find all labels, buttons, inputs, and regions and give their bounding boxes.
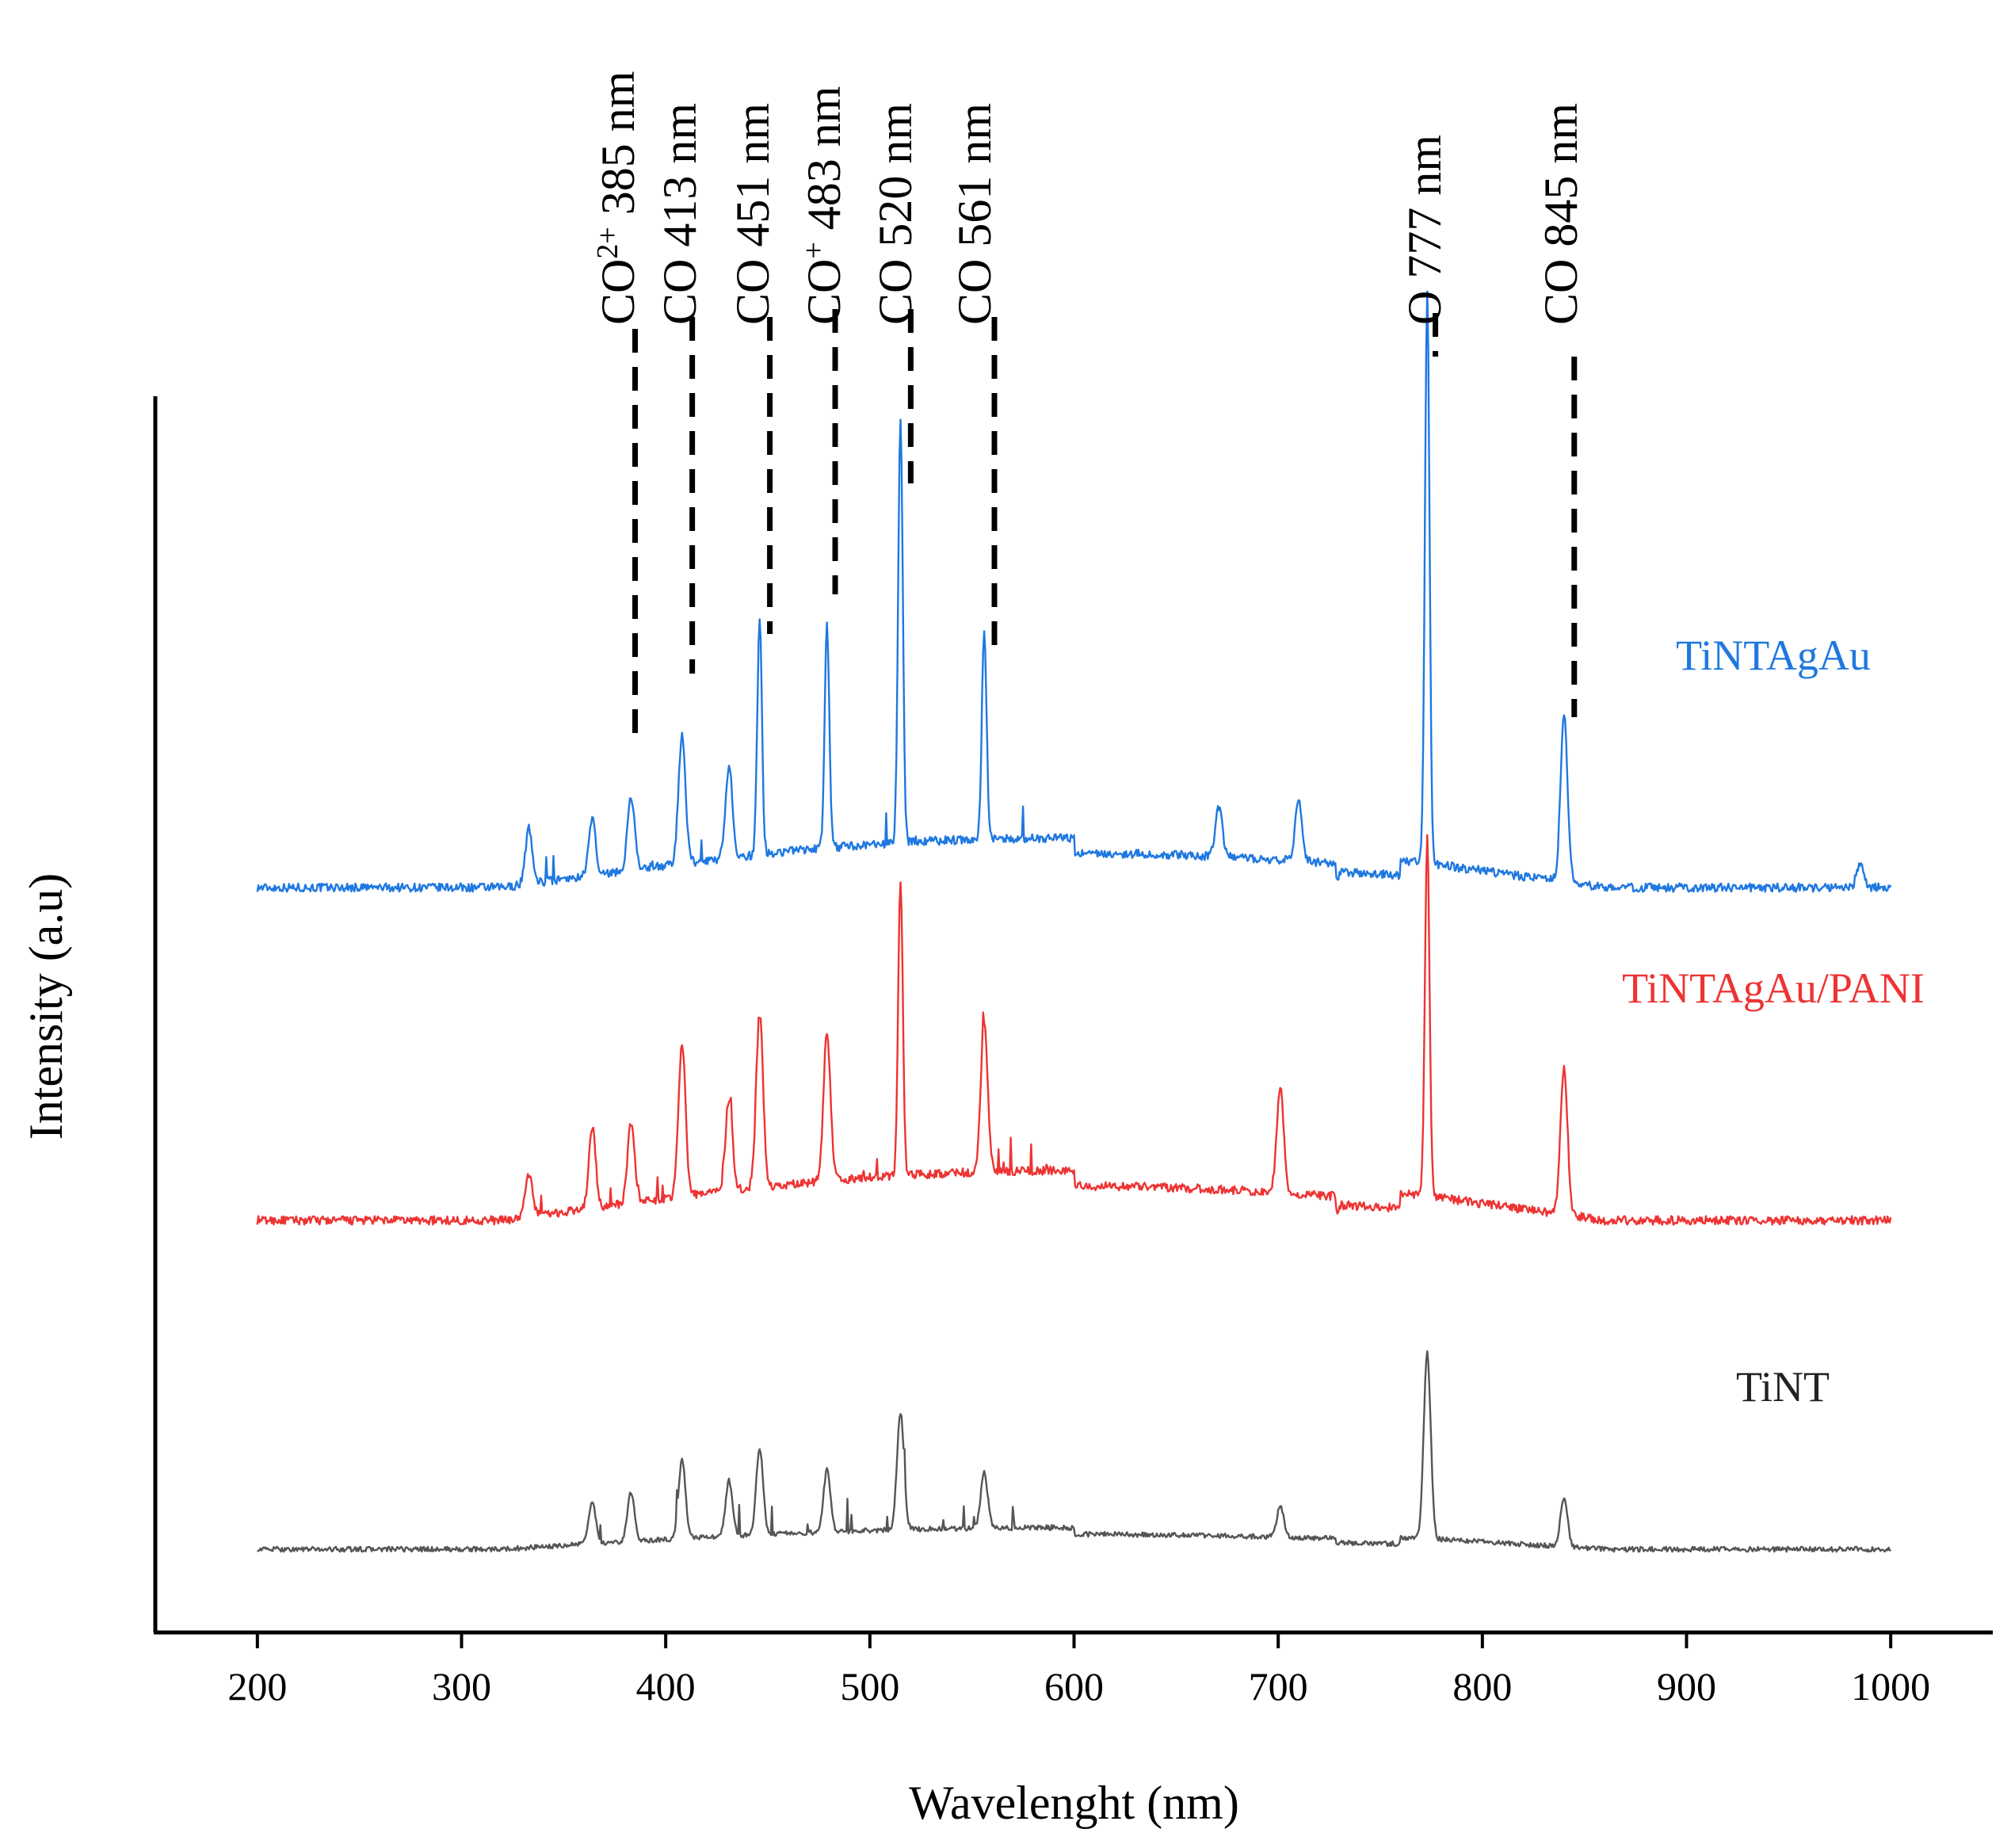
spectra-series: [256, 290, 1892, 1553]
annotation-label: CO 520 nm: [869, 103, 922, 325]
annotation-label: CO 413 nm: [654, 103, 706, 325]
x-tick-label: 500: [840, 1664, 899, 1709]
axes: [153, 396, 1993, 1635]
annotation-label: CO 561 nm: [948, 103, 1001, 325]
annotation-label: O 777 nm: [1399, 135, 1451, 325]
x-tick-label: 300: [432, 1664, 491, 1709]
x-ticks: 200 300 400 500 600 700 800 900 1000: [227, 1632, 1930, 1709]
x-tick-label: 800: [1452, 1664, 1512, 1709]
x-tick-label: 900: [1657, 1664, 1716, 1709]
annotation-label: CO 451 nm: [727, 103, 779, 325]
x-tick-label: 1000: [1851, 1664, 1930, 1709]
annotation-label: CO2+ 385 nm: [591, 71, 644, 325]
series-labels: TiNTAgAu TiNTAgAu/PANI TiNT: [1622, 632, 1925, 1411]
x-axis-title: Wavelenght (nm): [909, 1777, 1239, 1829]
series-label-2: TiNT: [1736, 1363, 1830, 1411]
x-tick-label: 200: [227, 1664, 287, 1709]
series-label-0: TiNTAgAu: [1676, 632, 1871, 679]
series-line-1: [256, 834, 1892, 1226]
series-label-1: TiNTAgAu/PANI: [1622, 964, 1925, 1012]
series-line-0: [256, 290, 1892, 893]
x-tick-label: 700: [1249, 1664, 1308, 1709]
x-tick-label: 600: [1044, 1664, 1104, 1709]
y-axis-title: Intensity (a.u): [20, 873, 72, 1140]
series-line-2: [256, 1350, 1892, 1553]
x-tick-label: 400: [636, 1664, 696, 1709]
annotation-label: CO 845 nm: [1535, 103, 1587, 325]
annotation-label: CO+ 483 nm: [797, 86, 850, 325]
